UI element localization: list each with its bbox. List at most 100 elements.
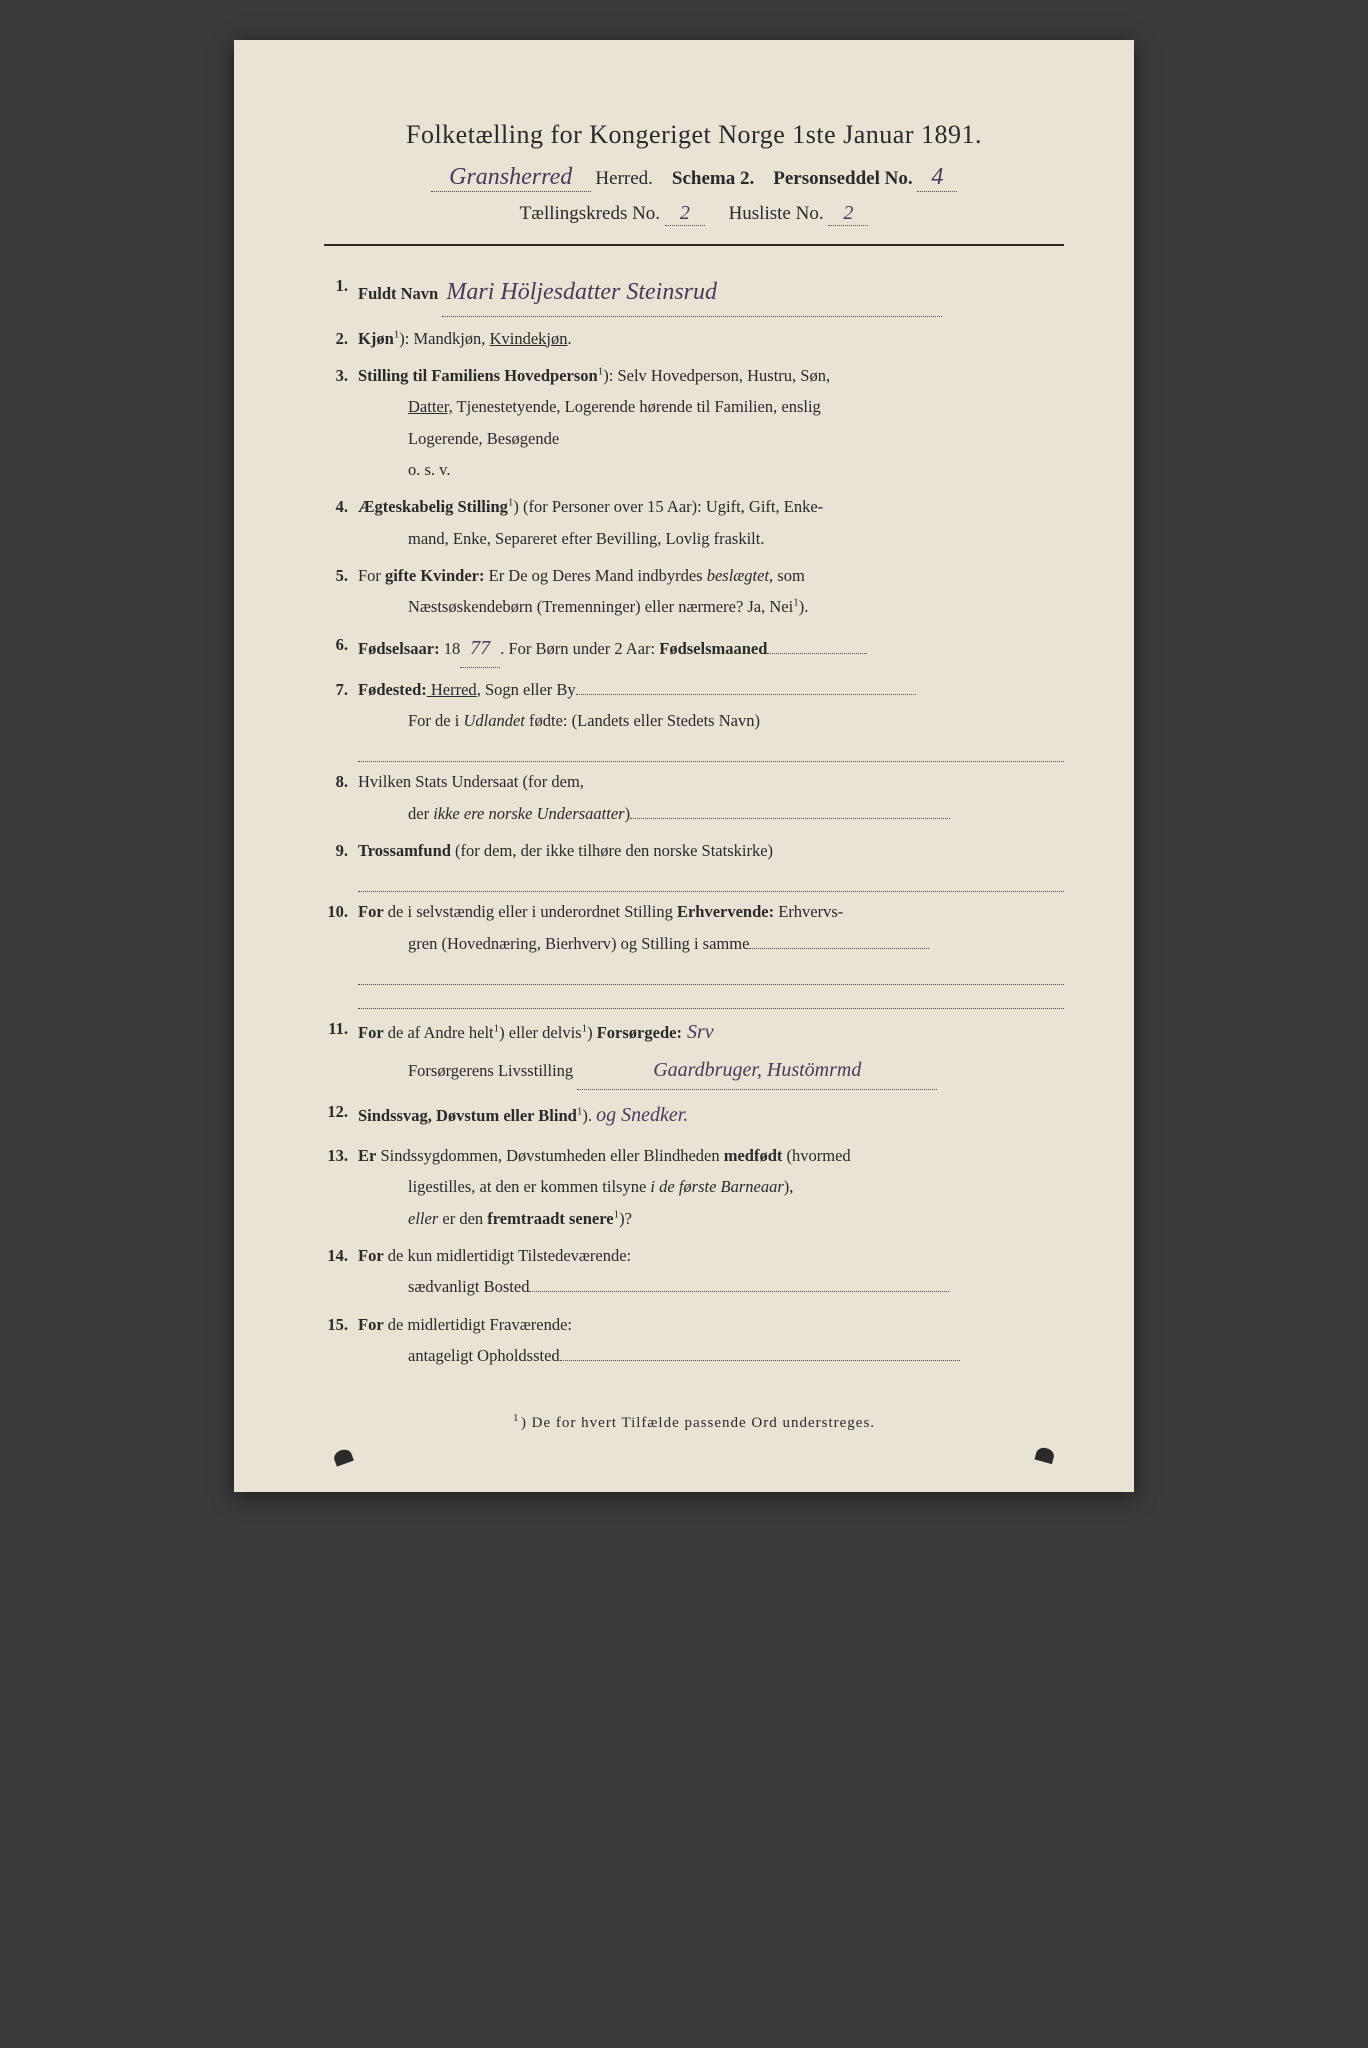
item-7: 7. Fødested: Herred, Sogn eller By For d… bbox=[324, 674, 1064, 737]
text: som bbox=[773, 566, 805, 585]
text: ligestilles, at den er kommen tilsyne bbox=[408, 1177, 650, 1196]
livsstilling-value: Gaardbruger, Hustömrmd bbox=[577, 1051, 937, 1090]
label-kjon: Kjøn bbox=[358, 329, 394, 348]
text: , Sogn eller By bbox=[477, 680, 576, 699]
item-5: 5. For gifte Kvinder: Er De og Deres Man… bbox=[324, 560, 1064, 623]
item-9: 9. Trossamfund (for dem, der ikke tilhør… bbox=[324, 835, 1064, 866]
item-body: Hvilken Stats Undersaat (for dem, der ik… bbox=[358, 766, 1064, 829]
footnote-marker: 1 bbox=[513, 1412, 521, 1424]
text: Næstsøskendebørn (Tremenninger) eller næ… bbox=[408, 597, 793, 616]
item-number: 2. bbox=[324, 323, 358, 354]
text: Hvilken Stats Undersaat (for dem, bbox=[358, 772, 584, 791]
blank-line bbox=[358, 742, 1064, 762]
label-for: For bbox=[358, 1315, 384, 1334]
text: ). bbox=[582, 1106, 592, 1125]
item-body: Ægteskabelig Stilling1) (for Personer ov… bbox=[358, 491, 1064, 554]
text: de midlertidigt Fraværende: bbox=[384, 1315, 572, 1334]
kreds-value: 2 bbox=[665, 202, 705, 226]
item-4: 4. Ægteskabelig Stilling1) (for Personer… bbox=[324, 491, 1064, 554]
item-body: Sindssvag, Døvstum eller Blind1). og Sne… bbox=[358, 1096, 1064, 1134]
item-1: 1. Fuldt Navn Mari Höljesdatter Steinsru… bbox=[324, 270, 1064, 317]
label-for: For bbox=[358, 902, 384, 921]
item-number: 3. bbox=[324, 360, 358, 485]
item-14: 14. For de kun midlertidigt Tilstedevære… bbox=[324, 1240, 1064, 1303]
item-number: 6. bbox=[324, 629, 358, 668]
label-for: For bbox=[358, 1246, 384, 1265]
text: . bbox=[567, 329, 571, 348]
label-fodselsaar: Fødselsaar: bbox=[358, 639, 440, 658]
text: (hvormed bbox=[782, 1146, 850, 1165]
schema-label: Schema 2. bbox=[672, 168, 754, 189]
text: . For Børn under 2 Aar: bbox=[500, 639, 659, 658]
opholdssted-value bbox=[560, 1360, 960, 1361]
item-number: 5. bbox=[324, 560, 358, 623]
stilling-selected: Datter, bbox=[408, 397, 453, 416]
herred-label: Herred. bbox=[595, 168, 653, 189]
text: mand, Enke, Separeret efter Bevilling, L… bbox=[358, 529, 764, 548]
label-forsorgede: Forsørgede: bbox=[597, 1023, 682, 1042]
label-erhvervende: Erhvervende: bbox=[677, 902, 774, 921]
item-11: 11. For de af Andre helt1) eller delvis1… bbox=[324, 1013, 1064, 1090]
text: sædvanligt Bosted bbox=[408, 1277, 529, 1296]
paper-tear-icon bbox=[332, 1447, 354, 1466]
text: For de i bbox=[408, 711, 463, 730]
item-3: 3. Stilling til Familiens Hovedperson1):… bbox=[324, 360, 1064, 485]
label-aegteskab: Ægteskabelig Stilling bbox=[358, 497, 508, 516]
footnote: 1) De for hvert Tilfælde passende Ord un… bbox=[324, 1412, 1064, 1432]
item-number: 9. bbox=[324, 835, 358, 866]
item-number: 1. bbox=[324, 270, 358, 317]
month-value bbox=[767, 653, 867, 654]
item-body: Fuldt Navn Mari Höljesdatter Steinsrud bbox=[358, 270, 1064, 317]
item-body: Fødselsaar: 1877. For Børn under 2 Aar: … bbox=[358, 629, 1064, 668]
item-10: 10. For de i selvstændig eller i underor… bbox=[324, 896, 1064, 959]
item-13: 13. Er Sindssygdommen, Døvstumheden elle… bbox=[324, 1140, 1064, 1234]
indent: der ikke ere norske Undersaatter) bbox=[358, 804, 950, 823]
forsorgede-value: Srv bbox=[682, 1021, 714, 1043]
text-ital: Udlandet bbox=[463, 711, 524, 730]
birthplace-value bbox=[576, 694, 916, 695]
item-body: Er Sindssygdommen, Døvstumheden eller Bl… bbox=[358, 1140, 1064, 1234]
header-rule bbox=[324, 244, 1064, 246]
text: de kun midlertidigt Tilstedeværende: bbox=[384, 1246, 631, 1265]
bosted-value bbox=[529, 1291, 949, 1292]
full-name-value: Mari Höljesdatter Steinsrud bbox=[442, 270, 942, 317]
label-er: Er bbox=[358, 1146, 376, 1165]
text: ), bbox=[784, 1177, 794, 1196]
herred-value: Gransherred bbox=[431, 164, 591, 192]
text: antageligt Opholdssted bbox=[408, 1346, 560, 1365]
label-sindssvag: Sindssvag, Døvstum eller Blind bbox=[358, 1106, 577, 1125]
item-number: 15. bbox=[324, 1309, 358, 1372]
text-ital: ikke ere norske Undersaatter bbox=[433, 804, 624, 823]
label-trossamfund: Trossamfund bbox=[358, 841, 451, 860]
item-8: 8. Hvilken Stats Undersaat (for dem, der… bbox=[324, 766, 1064, 829]
form-items: 1. Fuldt Navn Mari Höljesdatter Steinsru… bbox=[324, 270, 1064, 1372]
overflow-value: og Snedker. bbox=[596, 1104, 688, 1126]
item-number: 11. bbox=[324, 1013, 358, 1090]
text: o. s. v. bbox=[358, 460, 450, 479]
indent: eller er den fremtraadt senere1)? bbox=[358, 1209, 632, 1228]
year-value: 77 bbox=[460, 629, 500, 668]
text: Er De og Deres Mand indbyrdes bbox=[484, 566, 706, 585]
label-stilling: Stilling til Familiens Hovedperson bbox=[358, 366, 598, 385]
husliste-value: 2 bbox=[828, 202, 868, 226]
text: er den bbox=[438, 1209, 487, 1228]
husliste-label: Husliste No. bbox=[729, 203, 824, 224]
header-line-1: Gransherred Herred. Schema 2. Personsedd… bbox=[324, 164, 1064, 192]
item-body: For de i selvstændig eller i underordnet… bbox=[358, 896, 1064, 959]
census-form-page: Folketælling for Kongeriget Norge 1ste J… bbox=[234, 40, 1134, 1492]
header-line-2: Tællingskreds No. 2 Husliste No. 2 bbox=[324, 202, 1064, 226]
text-ital: beslægtet, bbox=[707, 566, 773, 585]
text: For bbox=[358, 566, 385, 585]
indent: For de i Udlandet fødte: (Landets eller … bbox=[358, 711, 760, 730]
text: fødte: (Landets eller Stedets Navn) bbox=[525, 711, 760, 730]
item-number: 4. bbox=[324, 491, 358, 554]
personseddel-value: 4 bbox=[917, 164, 957, 192]
item-number: 14. bbox=[324, 1240, 358, 1303]
text: Sindssygdommen, Døvstumheden eller Blind… bbox=[376, 1146, 723, 1165]
item-body: For de kun midlertidigt Tilstedeværende:… bbox=[358, 1240, 1064, 1303]
fodested-selected: Herred bbox=[427, 680, 477, 699]
text-ital: i de første Barneaar bbox=[650, 1177, 783, 1196]
year-prefix: 18 bbox=[440, 639, 461, 658]
label-for: For bbox=[358, 1023, 384, 1042]
item-2: 2. Kjøn1): Mandkjøn, Kvindekjøn. bbox=[324, 323, 1064, 354]
